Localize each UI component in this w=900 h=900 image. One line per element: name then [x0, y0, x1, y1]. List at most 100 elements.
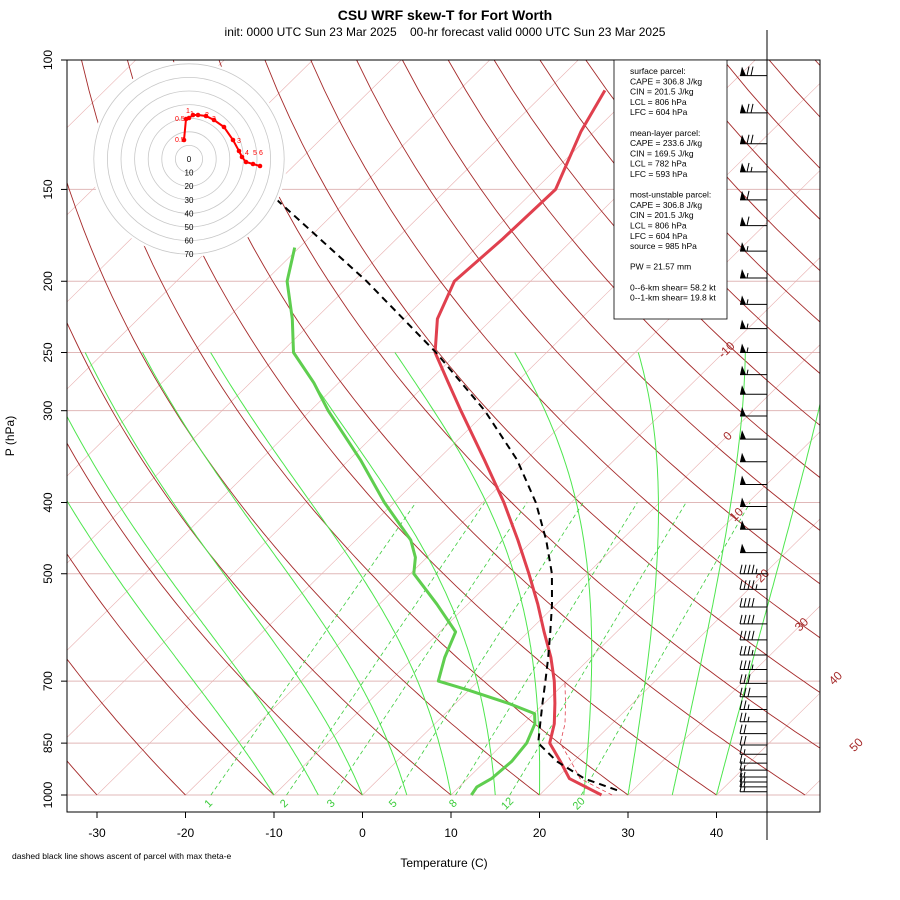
moist-adiabat: [514, 352, 593, 796]
x-tick-label: 40: [710, 826, 724, 840]
wind-barb-full: [747, 630, 751, 640]
wind-barb: [740, 269, 767, 279]
isotherm: [804, 779, 820, 796]
hodograph-point: [230, 137, 236, 143]
wind-barb-flag: [740, 520, 746, 530]
wind-barb-full: [750, 66, 754, 76]
parcel-stat-line: LCL = 806 hPa: [630, 221, 687, 231]
parcel-stat-line: LFC = 593 hPa: [630, 169, 688, 179]
wind-barb-flag: [740, 162, 746, 172]
wind-barb-full: [751, 597, 755, 608]
hodograph-point: [221, 124, 227, 130]
hodograph-ring: [174, 144, 203, 173]
x-tick-label: 20: [533, 826, 547, 840]
mixing-ratio-labels: 1 2 3 5 8 12 20: [202, 795, 587, 812]
y-tick-label: 150: [41, 179, 55, 199]
hodograph-ring-label: 0: [187, 155, 192, 164]
hodograph-ring-label: 60: [185, 237, 194, 246]
hodograph-ring-label: 10: [185, 169, 194, 178]
wind-barb-half: [743, 758, 746, 764]
wind-barb-full: [743, 674, 747, 684]
temperature-line: [433, 89, 607, 797]
hodograph-ring: [120, 90, 258, 228]
parcel-stat-line: 0--6-km shear= 58.2 kt: [630, 282, 716, 292]
wind-barb: [739, 630, 767, 641]
wind-barb-full: [743, 712, 747, 722]
wind-barb: [740, 216, 767, 227]
dry-adiabat: [67, 321, 452, 796]
wind-barb-flag: [740, 365, 746, 375]
parcel-stat-line: CAPE = 306.8 J/kg: [630, 200, 702, 210]
mixing-ratio-label: 5: [387, 797, 400, 810]
wind-barb: [740, 430, 767, 440]
dry-adiabat: [310, 60, 820, 639]
dry-adiabat: [861, 60, 900, 795]
wind-barb: [739, 580, 767, 590]
parcel-stat-line: mean-layer parcel:: [630, 128, 700, 138]
hodograph-point-label: 3: [212, 116, 216, 123]
moist-adiabat: [210, 352, 452, 796]
parcel-stat-line: most-unstable parcel:: [630, 190, 711, 200]
chart-title: CSU WRF skew-T for Fort Worth: [338, 7, 552, 23]
moist-adiabat: [671, 352, 746, 796]
wind-barb: [740, 497, 767, 507]
parcel-stat-line: CAPE = 233.6 J/kg: [630, 138, 702, 148]
wind-barb: [739, 745, 767, 755]
x-tick-label: 0: [359, 826, 366, 840]
dry-adiabat: [67, 181, 540, 796]
wind-barb-flag: [740, 190, 746, 200]
hodograph-point: [243, 159, 249, 165]
wind-barb-flag: [740, 242, 746, 252]
isotherm: [627, 605, 820, 796]
wind-barb: [740, 134, 767, 145]
wind-barb: [740, 543, 767, 554]
wind-barb-half: [746, 272, 749, 279]
wind-barb-full: [751, 614, 755, 624]
dry-adiabat: [67, 658, 186, 796]
mixing-ratio-label: 12: [499, 795, 516, 812]
wind-barb-full: [739, 700, 743, 710]
hodograph-ring-label: 40: [185, 209, 194, 218]
dry-adiabat: [722, 60, 820, 169]
dry-adiabat: [264, 60, 820, 694]
hodograph-point-label: 0.5: [175, 116, 185, 123]
wind-barb-full: [747, 645, 751, 656]
wind-barb-full: [747, 564, 751, 574]
dry-adiabat: [67, 553, 275, 796]
mixing-ratio-label: 20: [571, 795, 588, 812]
wind-barb: [740, 385, 767, 395]
hodograph-ring-label: 20: [185, 182, 194, 191]
wind-barb-full: [751, 564, 755, 574]
wind-barb-full: [751, 630, 755, 640]
wind-barb: [739, 614, 767, 625]
virtual-temperature-line: [559, 681, 613, 796]
wind-barb: [740, 162, 767, 173]
parcel-stat-line: CAPE = 306.8 J/kg: [630, 76, 702, 86]
y-tick-label: 700: [41, 671, 55, 691]
dry-adiabat: [356, 60, 820, 585]
wind-barb-half: [746, 323, 749, 329]
wind-barb-full: [739, 724, 743, 734]
y-axis-label: P (hPa): [3, 416, 17, 456]
wind-barb: [739, 687, 767, 698]
wind-barb: [740, 452, 767, 463]
wind-barb-full: [739, 660, 743, 670]
x-tick-label: -10: [265, 826, 283, 840]
moist-adiabat: [142, 352, 408, 796]
wind-barb: [740, 66, 767, 77]
wind-barb-full: [746, 162, 750, 173]
wind-barb-flag: [740, 103, 746, 113]
hodograph-ring: [93, 63, 285, 255]
wind-barb-flag: [740, 543, 746, 553]
dry-adiabat: [402, 60, 820, 531]
mixing-ratio-label: 1: [202, 797, 215, 810]
wind-barb-flag: [740, 475, 746, 485]
wind-barb-full: [743, 614, 747, 624]
hodograph-ring-label: 30: [185, 196, 194, 205]
x-tick-label: -30: [88, 826, 106, 840]
wind-barb-full: [743, 597, 747, 608]
mixing-ratio-label: 3: [325, 797, 338, 810]
